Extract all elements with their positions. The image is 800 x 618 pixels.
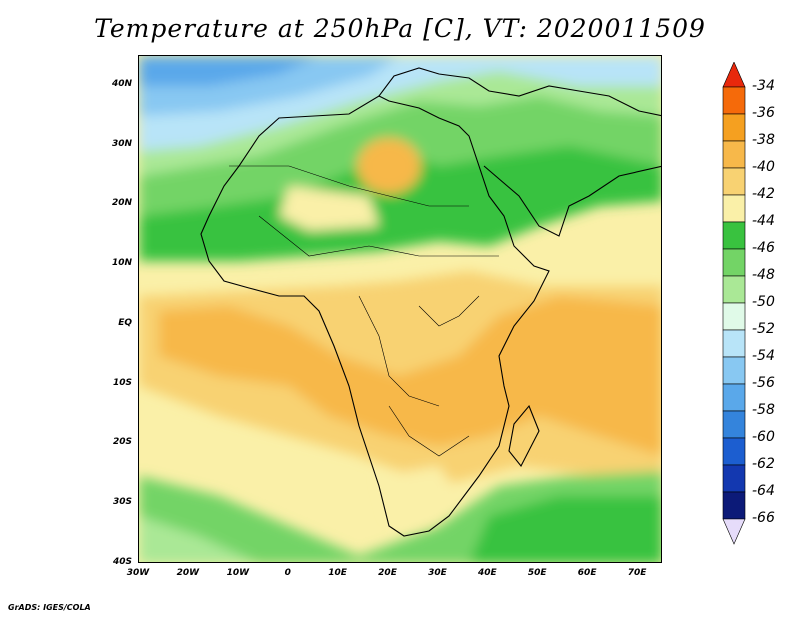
lat-label-10s: 10S <box>112 377 132 388</box>
lon-label-30w: 30W <box>126 568 150 578</box>
colorbar-box <box>722 113 746 142</box>
lat-label-30n: 30N <box>111 138 132 149</box>
colorbar <box>722 62 746 545</box>
lon-label-50e: 50E <box>527 568 547 578</box>
lon-label-20e: 20E <box>378 568 397 578</box>
lat-label-30s: 30S <box>112 497 132 508</box>
lon-label-30e: 30E <box>428 568 447 578</box>
colorbar-box <box>722 275 746 304</box>
colorbar-label: -54 <box>752 348 775 364</box>
colorbar-label: -48 <box>752 267 775 283</box>
colorbar-label: -46 <box>752 240 775 256</box>
lon-label-60e: 60E <box>577 568 597 578</box>
lat-label-40n: 40N <box>111 78 132 89</box>
colorbar-label: -58 <box>752 402 775 418</box>
lon-label-20w: 20W <box>176 568 200 578</box>
colorbar-box <box>722 464 746 493</box>
borders <box>229 165 499 457</box>
temperature-field <box>139 56 661 562</box>
colorbar-box <box>722 302 746 331</box>
colorbar-label: -42 <box>752 186 775 202</box>
colorbar-box <box>722 167 746 196</box>
colorbar-label: -60 <box>752 429 775 445</box>
lat-label-20s: 20S <box>112 437 132 448</box>
colorbar-label: -64 <box>752 483 775 499</box>
colorbar-box <box>722 329 746 358</box>
madagascar-coast <box>508 404 540 468</box>
lon-label-70e: 70E <box>627 568 647 578</box>
colorbar-label: -34 <box>752 78 775 94</box>
colorbar-label: -66 <box>752 510 775 526</box>
colorbar-box <box>722 356 746 385</box>
colorbar-label: -50 <box>752 294 775 310</box>
lat-label-20n: 20N <box>111 198 132 209</box>
temperature-map <box>138 55 662 563</box>
colorbar-label: -40 <box>752 159 775 175</box>
colorbar-box <box>722 194 746 223</box>
lon-label-10e: 10E <box>328 568 347 578</box>
map-title: Temperature at 250hPa [C], VT: 202001150… <box>94 14 706 43</box>
colorbar-label: -38 <box>752 132 775 148</box>
lat-label-eq: EQ <box>118 317 132 328</box>
colorbar-box <box>722 437 746 466</box>
colorbar-box <box>722 221 746 250</box>
colorbar-label: -52 <box>752 321 775 337</box>
colorbar-label: -62 <box>752 456 775 472</box>
coastlines <box>200 67 661 537</box>
lon-label-0: 0 <box>284 568 291 578</box>
colorbar-box <box>722 140 746 169</box>
grads-credit: GrADS: IGES/COLA <box>8 603 91 612</box>
colorbar-box <box>722 86 746 115</box>
lon-label-40e: 40E <box>477 568 497 578</box>
mediterranean-coast <box>378 67 661 117</box>
colorbar-label: -36 <box>752 105 775 121</box>
colorbar-box <box>722 248 746 277</box>
lat-label-40s: 40S <box>112 557 132 567</box>
colorbar-label: -56 <box>752 375 775 391</box>
lat-label-10n: 10N <box>111 258 132 269</box>
colorbar-label: -44 <box>752 213 775 229</box>
colorbar-box <box>722 383 746 412</box>
africa-coast <box>200 95 550 537</box>
arabia-coast <box>483 165 661 237</box>
colorbar-box <box>722 410 746 439</box>
colorbar-bottom-arrow <box>722 518 746 545</box>
lon-label-10w: 10W <box>226 568 250 578</box>
colorbar-top-arrow <box>722 62 746 88</box>
colorbar-box <box>722 491 746 520</box>
temperature-shading <box>139 56 661 562</box>
